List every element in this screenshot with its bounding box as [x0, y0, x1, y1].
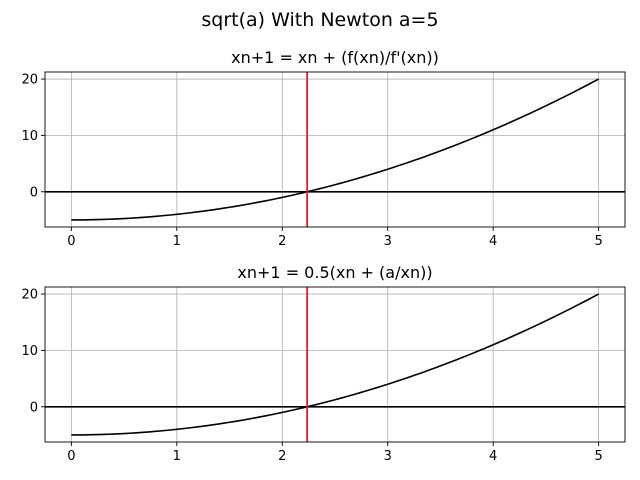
x-tick-label: 1: [173, 234, 181, 249]
axes-frame: [44, 71, 626, 228]
subplot-title: xn+1 = xn + (f(xn)/f'(xn)): [231, 48, 439, 67]
y-tick-label: 10: [21, 344, 38, 359]
x-tick-label: 2: [278, 449, 286, 464]
x-tick-label: 0: [67, 449, 75, 464]
axes-frame: [44, 286, 626, 443]
y-tick-label: 20: [21, 288, 38, 303]
x-tick-label: 5: [594, 449, 602, 464]
subplot-title: xn+1 = 0.5(xn + (a/xn)): [237, 263, 432, 282]
y-tick-label: 0: [30, 185, 38, 200]
y-tick-label: 10: [21, 129, 38, 144]
x-tick-label: 3: [384, 449, 392, 464]
series-line: [71, 293, 600, 436]
series-line: [71, 78, 600, 221]
y-tick-label: 20: [21, 73, 38, 88]
y-tick-label: 0: [30, 400, 38, 415]
figure-title: sqrt(a) With Newton a=5: [201, 9, 438, 31]
x-tick-label: 3: [384, 234, 392, 249]
subplot-2: xn+1 = 0.5(xn + (a/xn)) 0 1 2 3 4 5 0 10 20: [21, 263, 626, 464]
subplot-1: xn+1 = xn + (f(xn)/f'(xn)) 0 1 2 3 4 5 0 10 20: [21, 48, 626, 249]
x-tick-label: 5: [594, 234, 602, 249]
x-tick-label: 1: [173, 449, 181, 464]
x-tick-label: 2: [278, 234, 286, 249]
x-tick-label: 4: [489, 234, 497, 249]
x-tick-label: 4: [489, 449, 497, 464]
x-tick-label: 0: [67, 234, 75, 249]
